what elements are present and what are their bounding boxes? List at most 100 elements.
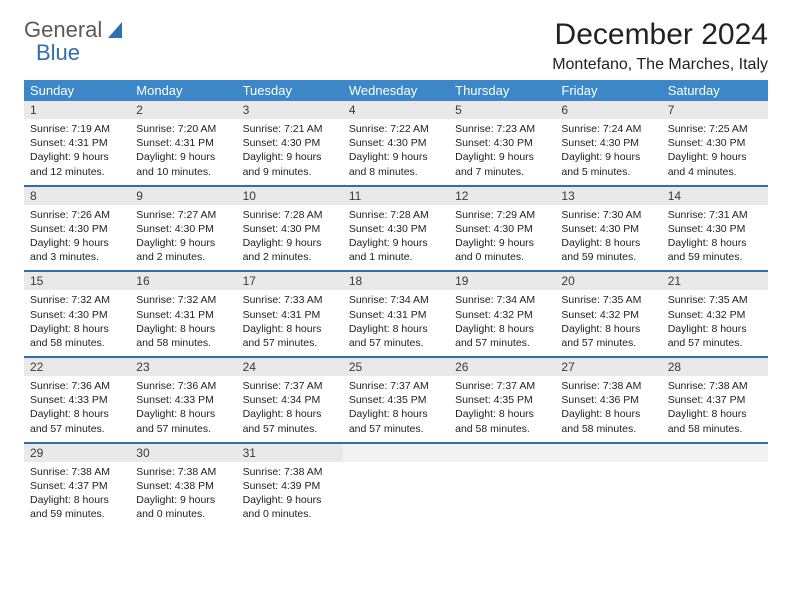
day-day2: and 57 minutes. <box>243 422 337 436</box>
calendar-cell: 3Sunrise: 7:21 AMSunset: 4:30 PMDaylight… <box>237 101 343 186</box>
day-day2: and 2 minutes. <box>136 250 230 264</box>
day-number: 23 <box>130 358 236 376</box>
day-sunrise: Sunrise: 7:37 AM <box>243 379 337 393</box>
day-day1: Daylight: 9 hours <box>136 236 230 250</box>
calendar-cell: 27Sunrise: 7:38 AMSunset: 4:36 PMDayligh… <box>555 357 661 443</box>
sail-icon <box>108 22 122 38</box>
day-day1: Daylight: 8 hours <box>561 236 655 250</box>
day-day2: and 5 minutes. <box>561 165 655 179</box>
day-day2: and 59 minutes. <box>561 250 655 264</box>
day-day2: and 59 minutes. <box>30 507 124 521</box>
day-number: 18 <box>343 272 449 290</box>
calendar-cell: 5Sunrise: 7:23 AMSunset: 4:30 PMDaylight… <box>449 101 555 186</box>
day-sunrise: Sunrise: 7:22 AM <box>349 122 443 136</box>
day-day2: and 8 minutes. <box>349 165 443 179</box>
day-sunrise: Sunrise: 7:29 AM <box>455 208 549 222</box>
day-day1: Daylight: 8 hours <box>30 322 124 336</box>
day-day2: and 4 minutes. <box>668 165 762 179</box>
day-sunrise: Sunrise: 7:20 AM <box>136 122 230 136</box>
calendar-cell: 1Sunrise: 7:19 AMSunset: 4:31 PMDaylight… <box>24 101 130 186</box>
day-number: 5 <box>449 101 555 119</box>
day-day1: Daylight: 8 hours <box>668 322 762 336</box>
day-day2: and 58 minutes. <box>136 336 230 350</box>
day-sunrise: Sunrise: 7:31 AM <box>668 208 762 222</box>
day-sunset: Sunset: 4:31 PM <box>136 308 230 322</box>
brand-logo: General Blue <box>24 18 122 64</box>
day-number: 2 <box>130 101 236 119</box>
day-body: Sunrise: 7:23 AMSunset: 4:30 PMDaylight:… <box>449 119 555 185</box>
day-sunrise: Sunrise: 7:21 AM <box>243 122 337 136</box>
page-title: December 2024 <box>552 18 768 52</box>
day-number: 17 <box>237 272 343 290</box>
day-sunrise: Sunrise: 7:38 AM <box>243 465 337 479</box>
calendar-cell: 31Sunrise: 7:38 AMSunset: 4:39 PMDayligh… <box>237 443 343 528</box>
day-day1: Daylight: 9 hours <box>668 150 762 164</box>
day-day1: Daylight: 9 hours <box>349 150 443 164</box>
day-day1: Daylight: 8 hours <box>243 407 337 421</box>
calendar-table: Sunday Monday Tuesday Wednesday Thursday… <box>24 80 768 527</box>
day-number: 20 <box>555 272 661 290</box>
day-day1: Daylight: 8 hours <box>349 407 443 421</box>
day-sunset: Sunset: 4:31 PM <box>243 308 337 322</box>
page-subtitle: Montefano, The Marches, Italy <box>552 56 768 74</box>
day-number: 30 <box>130 444 236 462</box>
calendar-cell: 14Sunrise: 7:31 AMSunset: 4:30 PMDayligh… <box>662 186 768 272</box>
day-day2: and 10 minutes. <box>136 165 230 179</box>
day-number: 6 <box>555 101 661 119</box>
day-sunset: Sunset: 4:30 PM <box>561 136 655 150</box>
day-body: Sunrise: 7:22 AMSunset: 4:30 PMDaylight:… <box>343 119 449 185</box>
day-number: 22 <box>24 358 130 376</box>
day-day2: and 7 minutes. <box>455 165 549 179</box>
day-body: Sunrise: 7:25 AMSunset: 4:30 PMDaylight:… <box>662 119 768 185</box>
day-day1: Daylight: 8 hours <box>136 322 230 336</box>
day-number: 31 <box>237 444 343 462</box>
day-day2: and 57 minutes. <box>561 336 655 350</box>
day-day2: and 57 minutes. <box>136 422 230 436</box>
day-sunset: Sunset: 4:30 PM <box>668 222 762 236</box>
calendar-cell: 25Sunrise: 7:37 AMSunset: 4:35 PMDayligh… <box>343 357 449 443</box>
calendar-cell <box>555 443 661 528</box>
day-sunrise: Sunrise: 7:35 AM <box>668 293 762 307</box>
day-sunrise: Sunrise: 7:34 AM <box>349 293 443 307</box>
day-body: Sunrise: 7:26 AMSunset: 4:30 PMDaylight:… <box>24 205 130 271</box>
title-block: December 2024 Montefano, The Marches, It… <box>552 18 768 74</box>
day-day2: and 3 minutes. <box>30 250 124 264</box>
day-sunset: Sunset: 4:30 PM <box>668 136 762 150</box>
calendar-cell: 11Sunrise: 7:28 AMSunset: 4:30 PMDayligh… <box>343 186 449 272</box>
day-sunrise: Sunrise: 7:25 AM <box>668 122 762 136</box>
day-day2: and 57 minutes. <box>455 336 549 350</box>
day-day2: and 0 minutes. <box>136 507 230 521</box>
day-sunrise: Sunrise: 7:19 AM <box>30 122 124 136</box>
day-sunrise: Sunrise: 7:24 AM <box>561 122 655 136</box>
calendar-page: General Blue December 2024 Montefano, Th… <box>0 0 792 539</box>
day-header: Thursday <box>449 80 555 101</box>
day-day1: Daylight: 8 hours <box>455 322 549 336</box>
day-sunrise: Sunrise: 7:32 AM <box>30 293 124 307</box>
day-number: 9 <box>130 187 236 205</box>
day-body: Sunrise: 7:36 AMSunset: 4:33 PMDaylight:… <box>130 376 236 442</box>
day-sunset: Sunset: 4:30 PM <box>455 222 549 236</box>
day-day2: and 2 minutes. <box>243 250 337 264</box>
day-day1: Daylight: 9 hours <box>455 150 549 164</box>
day-number: 7 <box>662 101 768 119</box>
day-sunset: Sunset: 4:30 PM <box>136 222 230 236</box>
day-header: Friday <box>555 80 661 101</box>
day-day1: Daylight: 8 hours <box>349 322 443 336</box>
day-number: 1 <box>24 101 130 119</box>
calendar-cell: 22Sunrise: 7:36 AMSunset: 4:33 PMDayligh… <box>24 357 130 443</box>
day-number: 26 <box>449 358 555 376</box>
day-sunset: Sunset: 4:37 PM <box>668 393 762 407</box>
day-day1: Daylight: 8 hours <box>243 322 337 336</box>
day-sunset: Sunset: 4:30 PM <box>349 136 443 150</box>
day-number: 29 <box>24 444 130 462</box>
day-body: Sunrise: 7:32 AMSunset: 4:31 PMDaylight:… <box>130 290 236 356</box>
day-sunrise: Sunrise: 7:34 AM <box>455 293 549 307</box>
day-body: Sunrise: 7:28 AMSunset: 4:30 PMDaylight:… <box>237 205 343 271</box>
day-body: Sunrise: 7:38 AMSunset: 4:39 PMDaylight:… <box>237 462 343 528</box>
day-number: 12 <box>449 187 555 205</box>
day-day1: Daylight: 9 hours <box>30 236 124 250</box>
day-number: 16 <box>130 272 236 290</box>
day-number: 10 <box>237 187 343 205</box>
day-sunrise: Sunrise: 7:36 AM <box>30 379 124 393</box>
calendar-cell: 26Sunrise: 7:37 AMSunset: 4:35 PMDayligh… <box>449 357 555 443</box>
